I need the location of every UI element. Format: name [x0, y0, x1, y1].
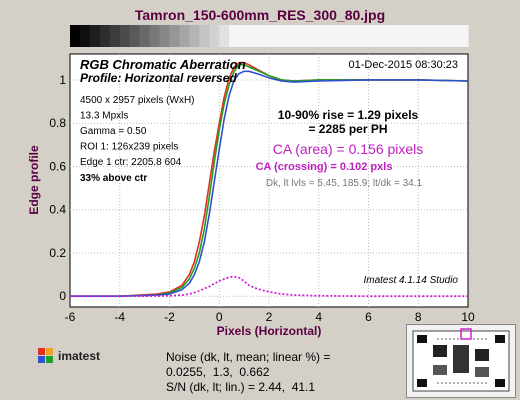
info-line: 13.3 Mpxls — [80, 111, 128, 122]
ramp-cell — [209, 25, 220, 47]
x-tick-label: 2 — [266, 310, 273, 324]
series-group — [70, 61, 469, 298]
chart-subtitle: Profile: Horizontal reversed — [80, 71, 237, 85]
file-title: Tamron_150-600mm_RES_300_80.jpg — [135, 7, 385, 23]
x-tick-label: 6 — [365, 310, 372, 324]
ramp-cell — [179, 25, 190, 47]
software-label: Imatest 4.1.14 Studio — [363, 275, 458, 286]
ramp-cell — [129, 25, 141, 47]
ramp-cell — [338, 25, 350, 47]
ramp-cell — [219, 25, 230, 47]
y-axis-ticks: 0 0.2 0.4 0.6 0.8 1 — [49, 73, 66, 303]
ramp-cell — [328, 25, 340, 47]
x-tick-label: 4 — [315, 310, 322, 324]
ramp-cell — [348, 25, 360, 47]
ramp-cell — [159, 25, 171, 47]
series-line-1 — [70, 64, 469, 298]
ramp-cell — [199, 25, 210, 47]
ramp-cell — [368, 25, 380, 47]
y-axis-label: Edge profile — [27, 145, 41, 215]
noise-info-block: Noise (dk, lt, mean; linear %) = 0.0255,… — [166, 350, 330, 395]
imatest-logo: imatest — [38, 348, 100, 364]
rise-line-1: 10-90% rise = 1.29 pixels — [278, 108, 419, 122]
ramp-cell — [109, 25, 121, 47]
ramp-cell — [149, 25, 161, 47]
x-tick-label: -4 — [114, 310, 125, 324]
ramp-cell — [298, 25, 310, 47]
info-line: Edge 1 ctr: 2205.8 604 — [80, 157, 182, 168]
y-tick-label: 0.4 — [49, 203, 66, 217]
ramp-cell — [448, 25, 459, 47]
test-chart-thumbnail-icon — [406, 324, 516, 398]
imatest-logo-text: imatest — [58, 349, 101, 363]
y-tick-label: 1 — [59, 73, 66, 87]
ramp-cell — [438, 25, 449, 47]
y-tick-label: 0 — [59, 289, 66, 303]
ramp-cell — [99, 25, 111, 47]
info-line: Gamma = 0.50 — [80, 126, 147, 137]
noise-line-1: Noise (dk, lt, mean; linear %) = — [166, 350, 331, 364]
info-bold-line: 33% above ctr — [80, 173, 147, 184]
ramp-cell — [249, 25, 260, 47]
ramp-cell — [189, 25, 200, 47]
ramp-cell — [239, 25, 250, 47]
noise-line-2: 0.0255, 1.3, 0.662 — [166, 365, 270, 379]
info-line: 4500 x 2957 pixels (WxH) — [80, 95, 195, 106]
x-axis-label: Pixels (Horizontal) — [217, 324, 322, 338]
ramp-cell — [458, 25, 469, 47]
ramp-cell — [278, 25, 290, 47]
ca-crossing-label: CA (crossing) = 0.102 pxls — [256, 161, 393, 173]
ramp-cell — [308, 25, 320, 47]
ca-area-label: CA (area) = 0.156 pixels — [273, 141, 424, 157]
chart-timestamp: 01-Dec-2015 08:30:23 — [349, 59, 458, 71]
ramp-cell — [79, 25, 91, 47]
levels-label: Dk, lt lvls = 5.45, 185.9; lt/dk = 34.1 — [266, 178, 423, 189]
info-line: ROI 1: 126x239 pixels — [80, 142, 178, 153]
y-tick-label: 0.6 — [49, 159, 66, 173]
x-tick-label: 10 — [461, 310, 475, 324]
ramp-cell — [139, 25, 151, 47]
ramp-cell — [388, 25, 399, 47]
series-line-3 — [70, 275, 468, 298]
imatest-logo-icon — [38, 348, 54, 364]
y-tick-label: 0.8 — [49, 116, 66, 130]
ramp-cell — [418, 25, 429, 47]
x-axis-ticks: -6 -4 -2 0 2 4 6 8 10 — [65, 310, 475, 324]
ramp-cell — [288, 25, 300, 47]
ramp-cell — [169, 25, 181, 47]
rise-line-2: = 2285 per PH — [308, 122, 387, 136]
ramp-cell — [89, 25, 101, 47]
ramp-cell — [70, 25, 81, 47]
ramp-cell — [259, 25, 270, 47]
gray-ramp-strip — [70, 25, 469, 47]
ramp-cell — [378, 25, 389, 47]
ramp-cell — [398, 25, 409, 47]
image-info-block: 4500 x 2957 pixels (WxH) 13.3 Mpxls Gamma … — [80, 95, 195, 168]
ramp-cell — [229, 25, 240, 47]
ramp-cell — [358, 25, 370, 47]
ramp-cell — [428, 25, 439, 47]
x-tick-label: 0 — [216, 310, 223, 324]
chart-title: RGB Chromatic Aberration — [80, 57, 246, 72]
series-line-2 — [70, 70, 469, 298]
ramp-cell — [269, 25, 280, 47]
noise-line-3: S/N (dk, lt; lin.) = 2.44, 41.1 — [166, 380, 316, 394]
x-tick-label: 8 — [415, 310, 422, 324]
ramp-cell — [318, 25, 330, 47]
ramp-cell — [119, 25, 131, 47]
x-tick-label: -6 — [65, 310, 76, 324]
y-tick-label: 0.2 — [49, 246, 66, 260]
x-tick-label: -2 — [164, 310, 175, 324]
ramp-cell — [408, 25, 419, 47]
